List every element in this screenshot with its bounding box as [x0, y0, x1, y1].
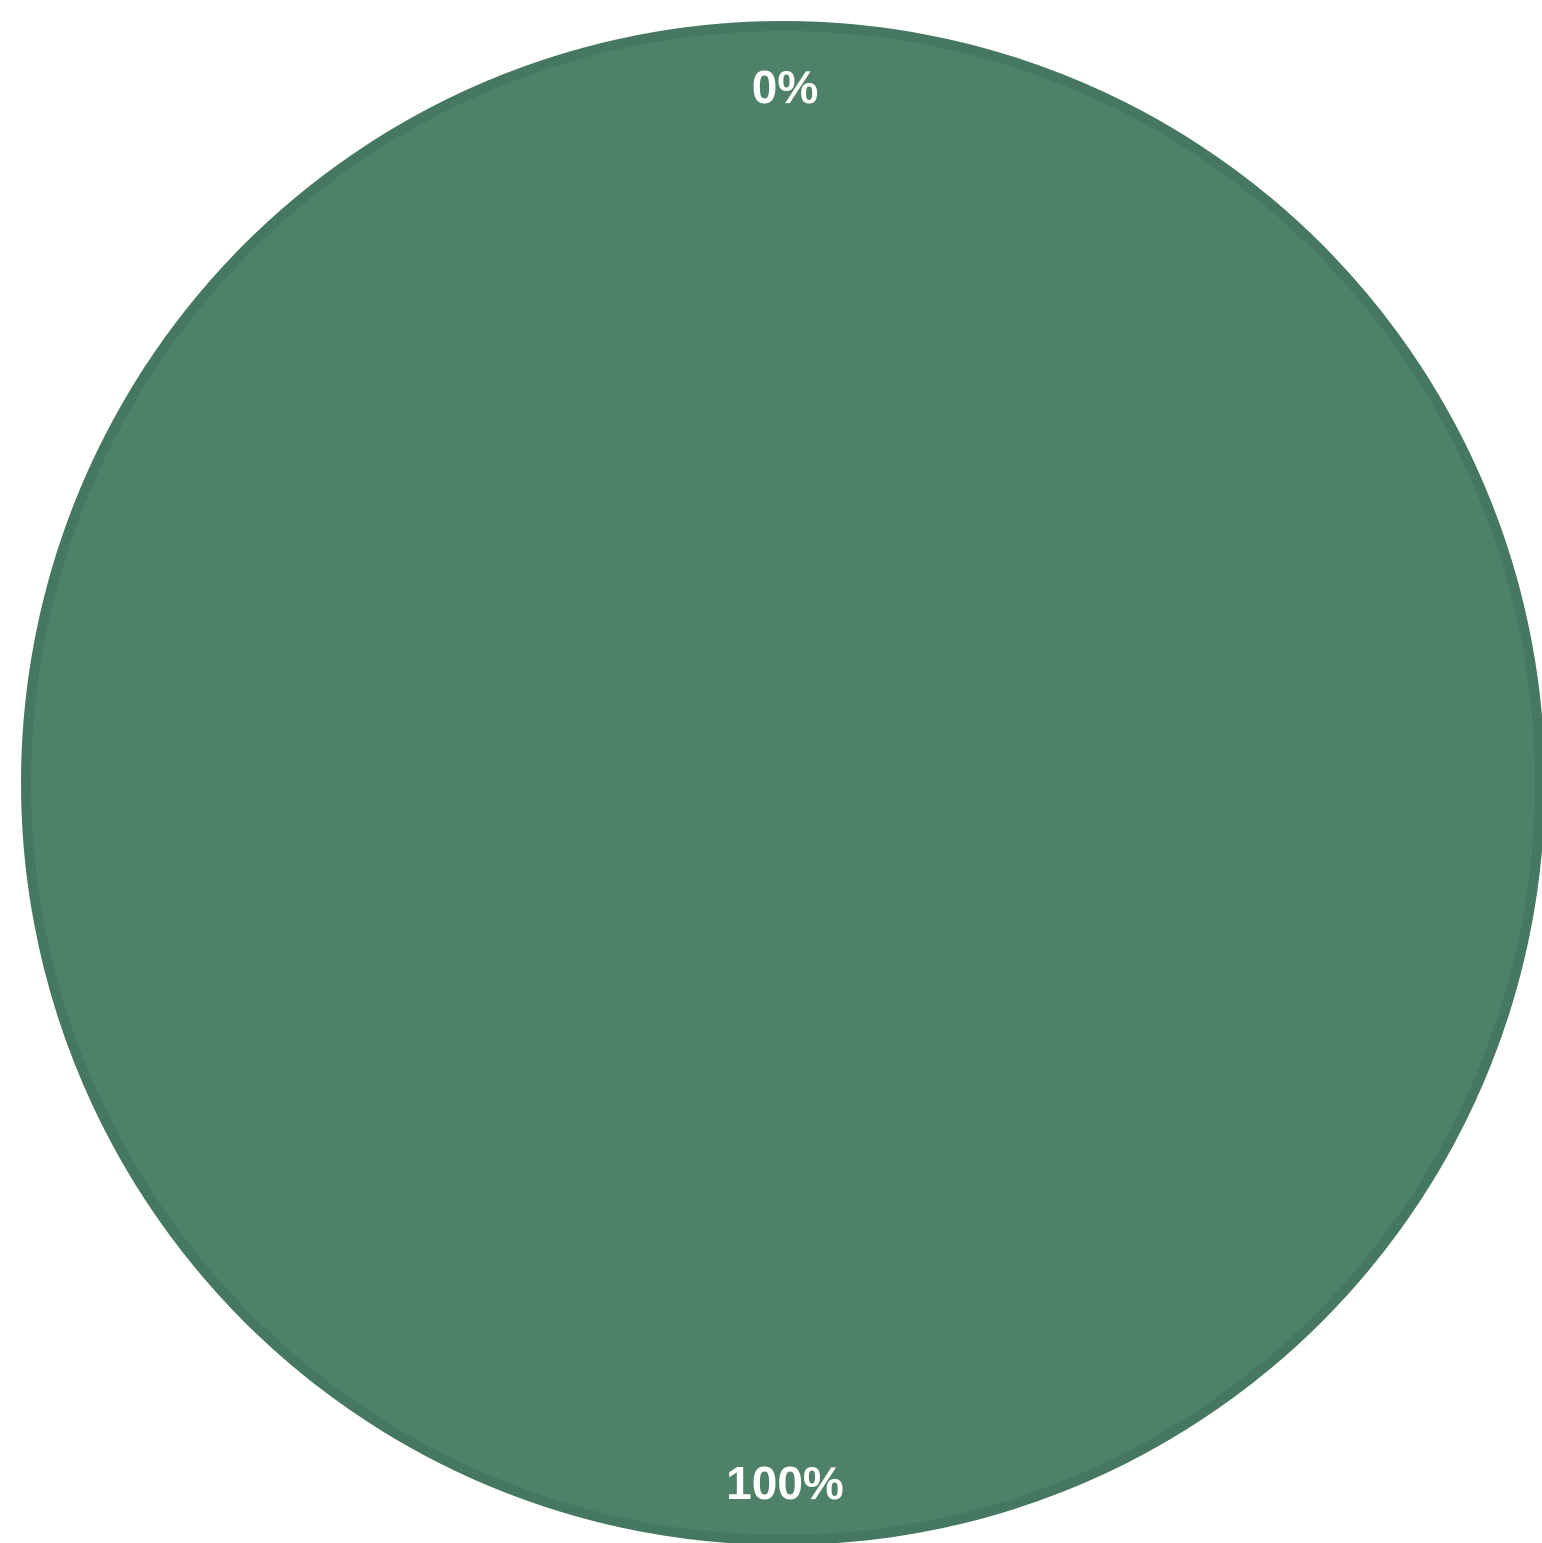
pie-slices: [21, 21, 1542, 1543]
data-label-slice-1: 0%: [752, 61, 818, 113]
pie-slice-2: [21, 21, 1542, 1543]
pie-data-labels: 0% 100%: [726, 61, 844, 1509]
data-label-slice-2: 100%: [726, 1457, 844, 1509]
